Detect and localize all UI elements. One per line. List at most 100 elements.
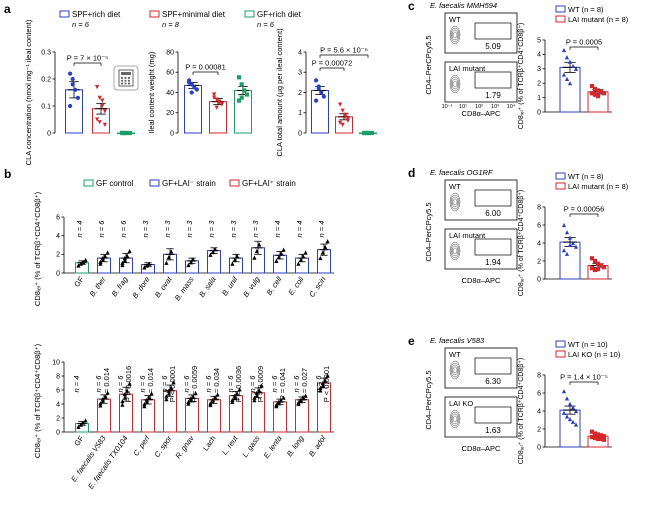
panel-e-point bbox=[561, 410, 567, 415]
panel-b2-point bbox=[259, 383, 264, 388]
panel-d-density-contour bbox=[451, 196, 459, 208]
panel-a-legend-n-1: n = 8 bbox=[162, 20, 180, 29]
panel-c-point bbox=[561, 72, 567, 77]
panel-b2-point bbox=[298, 397, 303, 402]
panel-b1-category-label: C. scin bbox=[307, 275, 328, 299]
panel-b2-pvalue: P < 0.0001 bbox=[322, 366, 331, 402]
panel-e-0-bar bbox=[559, 409, 581, 448]
panel-b2-point bbox=[147, 395, 152, 400]
panel-b1-point bbox=[296, 261, 301, 266]
panel-c-point bbox=[589, 83, 595, 89]
panel-a3-point bbox=[316, 84, 321, 89]
panel-b2-point bbox=[186, 399, 191, 404]
panel-a3-point bbox=[340, 108, 345, 113]
panel-b1-point bbox=[188, 260, 193, 265]
panel-e-label: e bbox=[408, 334, 415, 348]
panel-d-flow-label: WT bbox=[449, 182, 461, 191]
panel-b2-point bbox=[318, 385, 323, 390]
panel-c-flow-tick: 10¹ bbox=[459, 104, 467, 110]
panel-b1-n-label: n = 3 bbox=[141, 220, 150, 238]
panel-b-legend-1-label: GF+LAI⁻ strain bbox=[162, 179, 216, 188]
calculator-icon-key bbox=[128, 82, 130, 85]
panel-e-density-contour bbox=[451, 364, 459, 376]
panel-e-point bbox=[595, 436, 601, 441]
panel-a2-point bbox=[219, 101, 224, 106]
panel-e-strain: E. faecalis V583 bbox=[430, 336, 485, 345]
panel-e-point bbox=[592, 431, 598, 436]
panel-a-legend-0-label: SPF+rich diet bbox=[72, 10, 121, 19]
calculator-icon-key bbox=[121, 77, 123, 79]
panel-e-flow-value: 6.30 bbox=[485, 377, 501, 386]
panel-b1-point bbox=[235, 254, 240, 259]
panel-d-point bbox=[573, 244, 579, 249]
panel-a3-point bbox=[314, 98, 319, 103]
panel-b2-n-label: n = 6 bbox=[138, 375, 147, 393]
panel-a3-ytick-label: 3 bbox=[298, 70, 302, 77]
panel-b1-category-label: B. ovat bbox=[153, 274, 174, 299]
panel-b1-point bbox=[100, 255, 105, 261]
panel-c-density-contour bbox=[449, 25, 461, 45]
panel-c-flow-label: LAI mutant bbox=[449, 64, 486, 73]
panel-b2-ytick-label: 6 bbox=[56, 387, 60, 394]
panel-a1-point bbox=[125, 130, 130, 136]
panel-b1-category-label: E. coli bbox=[287, 275, 306, 297]
panel-c-point bbox=[567, 59, 573, 64]
panel-b2-point bbox=[171, 380, 176, 385]
panel-e-legend-1-label: LAI KO (n = 10) bbox=[568, 350, 621, 359]
panel-d-ytick-label: 8 bbox=[537, 204, 541, 211]
panel-c-strain: E. faecalis MMH594 bbox=[430, 1, 497, 10]
panel-b2-category-label: C. spor bbox=[152, 434, 174, 459]
panel-c-label: c bbox=[408, 0, 415, 13]
panel-e-flow-xlabel: CD8α–APC bbox=[462, 444, 502, 453]
panel-e-point bbox=[561, 389, 567, 394]
panel-e-legend-0-swatch bbox=[555, 340, 566, 348]
panel-b2-pvalue: P = 0.014 bbox=[102, 368, 111, 400]
panel-b2-point bbox=[323, 378, 328, 383]
panel-d-pvalue: P = 0.00056 bbox=[564, 205, 605, 214]
calculator-icon-body bbox=[118, 69, 134, 87]
panel-b2-category-label: B. long bbox=[285, 433, 306, 458]
panel-e-density-contour bbox=[450, 362, 460, 378]
panel-e-gate bbox=[474, 357, 512, 375]
panel-d-point bbox=[592, 267, 598, 273]
panel-b1-point bbox=[325, 239, 330, 244]
panel-a2-point bbox=[242, 88, 247, 93]
panel-b2-point bbox=[208, 401, 213, 406]
panel-a3-ylabel: CLA total amount (μg per ileal content) bbox=[275, 28, 284, 157]
panel-a1-point bbox=[95, 117, 100, 122]
panel-b1-n-label: n = 4 bbox=[295, 221, 304, 238]
panel-b2-point bbox=[125, 388, 130, 393]
panel-a3-point bbox=[340, 122, 345, 127]
panel-c-density-contour bbox=[452, 80, 458, 88]
panel-d-point bbox=[589, 256, 595, 261]
panel-b1-point bbox=[120, 262, 125, 268]
panel-b2-pvalue: P = 0.0016 bbox=[124, 366, 133, 402]
panel-c-point bbox=[564, 55, 570, 60]
panel-d-gate bbox=[474, 189, 512, 207]
panel-b2-pvalue: P = 0.0059 bbox=[190, 366, 199, 402]
panel-a3-point bbox=[314, 78, 319, 83]
panel-b2-point bbox=[193, 391, 198, 396]
panel-b1-point bbox=[78, 261, 83, 266]
panel-b1-ytick-label: 0 bbox=[56, 270, 60, 277]
panel-b2-n-label: n = 6 bbox=[204, 375, 213, 393]
panel-b1-point bbox=[120, 260, 125, 265]
panel-a1-ytick-label: 0 bbox=[47, 130, 51, 137]
panel-a2-ytick-label: 40 bbox=[166, 90, 174, 97]
panel-e-flow-plot bbox=[444, 347, 518, 389]
panel-a1-point bbox=[102, 122, 107, 127]
panel-a2-ytick-label: 80 bbox=[166, 49, 174, 56]
panel-e-density-contour bbox=[452, 366, 458, 374]
panel-d-strain: E. faecalis OG1RF bbox=[430, 168, 493, 177]
panel-c-flow-value: 1.79 bbox=[485, 91, 501, 100]
panel-b2-point bbox=[235, 391, 240, 396]
panel-a2-point bbox=[187, 80, 192, 85]
panel-c-point bbox=[567, 81, 573, 86]
panel-d-point bbox=[595, 267, 601, 272]
panel-b2-point bbox=[81, 420, 86, 425]
panel-b2-point bbox=[257, 388, 262, 393]
panel-a2-ytick-label: 0 bbox=[170, 130, 174, 137]
panel-b2-category-label: GF bbox=[72, 434, 86, 448]
panel-b1-point bbox=[320, 250, 325, 255]
panel-d-point bbox=[592, 258, 598, 264]
